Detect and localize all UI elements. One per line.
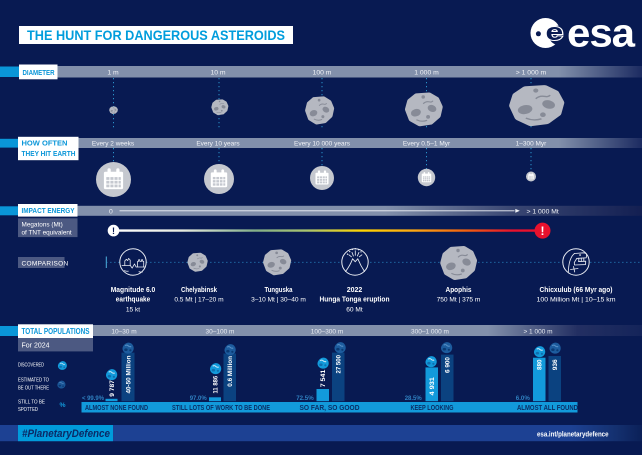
svg-text:STILL LOTS OF WORK TO BE DONE: STILL LOTS OF WORK TO BE DONE xyxy=(172,405,270,412)
svg-text:esa.int/planetarydefence: esa.int/planetarydefence xyxy=(537,431,609,438)
svg-text:0.5 Mt | 17–20 m: 0.5 Mt | 17–20 m xyxy=(174,297,224,304)
svg-text:For 2024: For 2024 xyxy=(22,343,50,350)
svg-text:THEY HIT EARTH: THEY HIT EARTH xyxy=(22,149,76,158)
svg-text:10–30 m: 10–30 m xyxy=(111,328,136,335)
svg-text:750 Mt | 375 m: 750 Mt | 375 m xyxy=(437,297,481,304)
svg-text:#PlanetaryDefence: #PlanetaryDefence xyxy=(22,428,110,440)
svg-text:1 000 m: 1 000 m xyxy=(414,69,439,76)
svg-text:Megatons (Mt): Megatons (Mt) xyxy=(22,222,63,229)
svg-text:ALMOST NONE FOUND: ALMOST NONE FOUND xyxy=(85,405,148,412)
svg-text:15 kt: 15 kt xyxy=(126,306,140,313)
svg-text:40-50 Million: 40-50 Million xyxy=(125,356,132,394)
svg-text:10 m: 10 m xyxy=(210,69,225,76)
svg-text:97.0%: 97.0% xyxy=(190,395,207,402)
svg-text:KEEP LOOKING: KEEP LOOKING xyxy=(411,405,454,412)
svg-text:Chicxulub (66 Myr ago): Chicxulub (66 Myr ago) xyxy=(540,287,613,294)
svg-text:27 500: 27 500 xyxy=(336,355,343,374)
svg-text:60 Mt: 60 Mt xyxy=(346,306,363,313)
svg-text:880: 880 xyxy=(537,359,544,370)
svg-text:STILL TO BE: STILL TO BE xyxy=(18,399,45,405)
svg-text:SO FAR, SO GOOD: SO FAR, SO GOOD xyxy=(300,405,360,412)
svg-text:7 541: 7 541 xyxy=(320,369,327,387)
svg-text:6 900: 6 900 xyxy=(445,357,452,373)
svg-text:0: 0 xyxy=(109,208,113,215)
svg-text:COMPARISON: COMPARISON xyxy=(22,260,69,267)
svg-text:Magnitude 6.0: Magnitude 6.0 xyxy=(111,287,156,294)
svg-text:ESTIMATED TO: ESTIMATED TO xyxy=(18,378,49,384)
svg-text:1–300 Myr: 1–300 Myr xyxy=(516,140,548,147)
svg-text:Apophis: Apophis xyxy=(446,287,472,294)
svg-text:earthquake: earthquake xyxy=(116,297,151,304)
svg-text:ALMOST ALL FOUND: ALMOST ALL FOUND xyxy=(517,405,578,412)
svg-text:936: 936 xyxy=(552,359,559,370)
svg-text:100–300 m: 100–300 m xyxy=(311,328,344,335)
svg-text:!: ! xyxy=(112,226,115,236)
svg-text:Every 2 weeks: Every 2 weeks xyxy=(92,140,135,147)
svg-text:SPOTTED: SPOTTED xyxy=(18,407,38,413)
svg-text:IMPACT ENERGY: IMPACT ENERGY xyxy=(22,206,75,215)
svg-text:THE HUNT FOR DANGEROUS ASTEROI: THE HUNT FOR DANGEROUS ASTEROIDS xyxy=(27,27,285,43)
svg-text:3–10 Mt | 30–40 m: 3–10 Mt | 30–40 m xyxy=(251,297,306,304)
svg-text:2022: 2022 xyxy=(347,287,363,294)
svg-text:Hunga Tonga eruption: Hunga Tonga eruption xyxy=(320,297,390,304)
svg-text:Tunguska: Tunguska xyxy=(265,287,293,294)
svg-text:Every 0.5–1 Myr: Every 0.5–1 Myr xyxy=(403,140,451,147)
svg-text:!: ! xyxy=(541,224,545,238)
svg-text:%: % xyxy=(60,402,66,409)
svg-text:DISCOVERED: DISCOVERED xyxy=(18,363,44,369)
svg-text:< 99.9%: < 99.9% xyxy=(82,395,104,402)
svg-text:100 Million Mt | 10–15 km: 100 Million Mt | 10–15 km xyxy=(537,297,617,304)
svg-text:0.6 Million: 0.6 Million xyxy=(227,356,234,387)
svg-text:11 886: 11 886 xyxy=(213,376,220,394)
svg-text:of TNT equivalent: of TNT equivalent xyxy=(22,230,72,237)
svg-text:30–100 m: 30–100 m xyxy=(206,328,235,335)
svg-text:9 787: 9 787 xyxy=(109,380,116,397)
svg-text:6.0%: 6.0% xyxy=(516,395,530,402)
svg-text:> 1 000 m: > 1 000 m xyxy=(523,328,552,335)
svg-text:28.5%: 28.5% xyxy=(405,395,422,402)
svg-text:esa: esa xyxy=(567,12,636,56)
svg-text:1 m: 1 m xyxy=(107,69,119,76)
svg-text:72.5%: 72.5% xyxy=(296,395,314,402)
svg-text:4 931: 4 931 xyxy=(429,377,436,396)
svg-text:HOW OFTEN: HOW OFTEN xyxy=(22,139,68,148)
svg-text:BE OUT THERE: BE OUT THERE xyxy=(18,386,49,392)
svg-text:Every 10 years: Every 10 years xyxy=(196,140,240,147)
svg-text:DIAMETER: DIAMETER xyxy=(23,68,55,77)
svg-text:e: e xyxy=(546,18,564,46)
svg-text:Chelyabinsk: Chelyabinsk xyxy=(181,287,217,294)
svg-text:100 m: 100 m xyxy=(313,69,332,76)
svg-text:300–1 000 m: 300–1 000 m xyxy=(411,328,449,335)
svg-text:Every 10 000 years: Every 10 000 years xyxy=(294,140,351,147)
svg-text:> 1 000 m: > 1 000 m xyxy=(516,69,547,76)
svg-text:> 1 000 Mt: > 1 000 Mt xyxy=(527,209,559,216)
svg-text:TOTAL POPULATIONS: TOTAL POPULATIONS xyxy=(22,327,91,336)
